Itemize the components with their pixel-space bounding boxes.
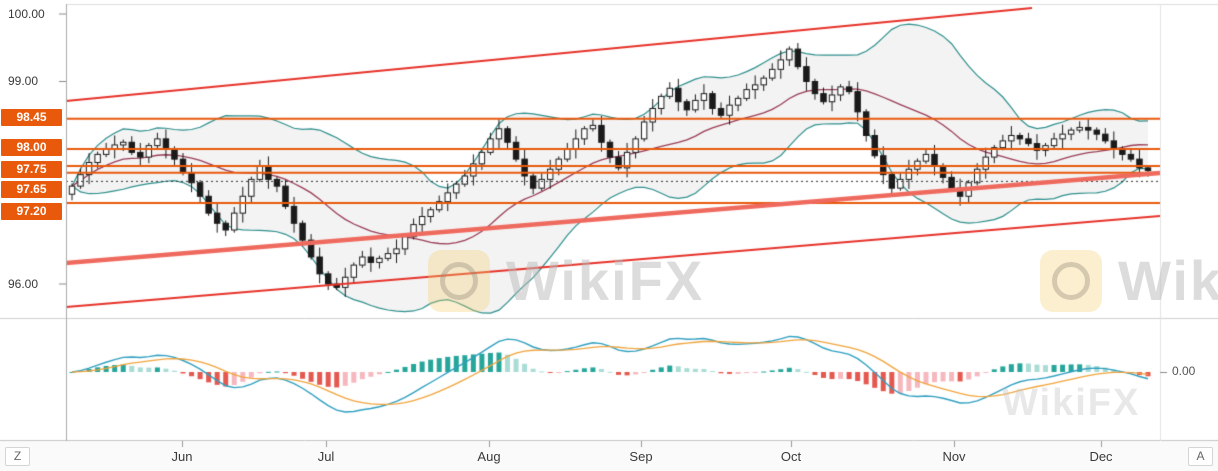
price-level-label[interactable]: 98.00 bbox=[1, 139, 62, 156]
y-axis-label: 100.00 bbox=[8, 7, 45, 21]
tool-z-button[interactable]: Z bbox=[5, 447, 30, 466]
tool-a-button[interactable]: A bbox=[1188, 447, 1213, 466]
month-label: Sep bbox=[629, 449, 653, 464]
price-level-label[interactable]: 97.65 bbox=[1, 181, 62, 198]
price-level-label[interactable]: 97.20 bbox=[1, 203, 62, 220]
month-label: Jun bbox=[171, 449, 193, 464]
y-axis-label: 96.00 bbox=[8, 277, 39, 291]
month-label: Oct bbox=[780, 449, 802, 464]
month-label: Nov bbox=[942, 449, 966, 464]
month-label: Dec bbox=[1089, 449, 1113, 464]
y-axis-label: 99.00 bbox=[8, 74, 39, 88]
month-label: Aug bbox=[477, 449, 501, 464]
price-level-label[interactable]: 98.45 bbox=[1, 109, 62, 126]
month-label: Jul bbox=[317, 449, 335, 464]
macd-zero-label: 0.00 bbox=[1172, 364, 1196, 378]
price-level-label[interactable]: 97.75 bbox=[1, 161, 62, 178]
